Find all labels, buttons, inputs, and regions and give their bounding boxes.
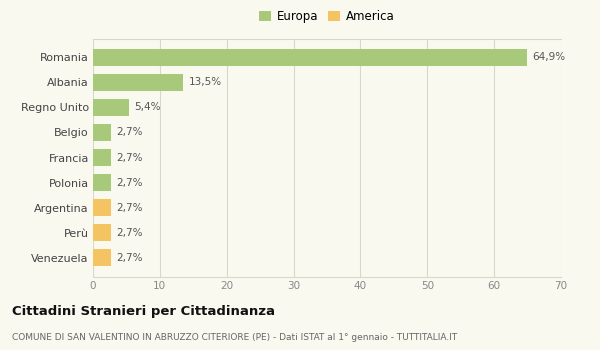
Bar [93, 224, 111, 241]
Bar [93, 49, 527, 65]
Bar [93, 250, 111, 266]
Text: 2,7%: 2,7% [116, 228, 143, 238]
Text: 2,7%: 2,7% [116, 253, 143, 262]
Text: 2,7%: 2,7% [116, 177, 143, 188]
Bar [93, 174, 111, 191]
Text: 2,7%: 2,7% [116, 203, 143, 212]
Bar [93, 74, 183, 91]
Bar [93, 149, 111, 166]
Bar [93, 124, 111, 141]
Text: 5,4%: 5,4% [134, 103, 161, 112]
Bar [93, 99, 129, 116]
Text: 2,7%: 2,7% [116, 127, 143, 138]
Text: 2,7%: 2,7% [116, 153, 143, 162]
Text: 13,5%: 13,5% [188, 77, 222, 88]
Bar [93, 199, 111, 216]
Text: 64,9%: 64,9% [532, 52, 565, 62]
Legend: Europa, America: Europa, America [256, 6, 398, 26]
Text: COMUNE DI SAN VALENTINO IN ABRUZZO CITERIORE (PE) - Dati ISTAT al 1° gennaio - T: COMUNE DI SAN VALENTINO IN ABRUZZO CITER… [12, 332, 457, 342]
Text: Cittadini Stranieri per Cittadinanza: Cittadini Stranieri per Cittadinanza [12, 304, 275, 317]
